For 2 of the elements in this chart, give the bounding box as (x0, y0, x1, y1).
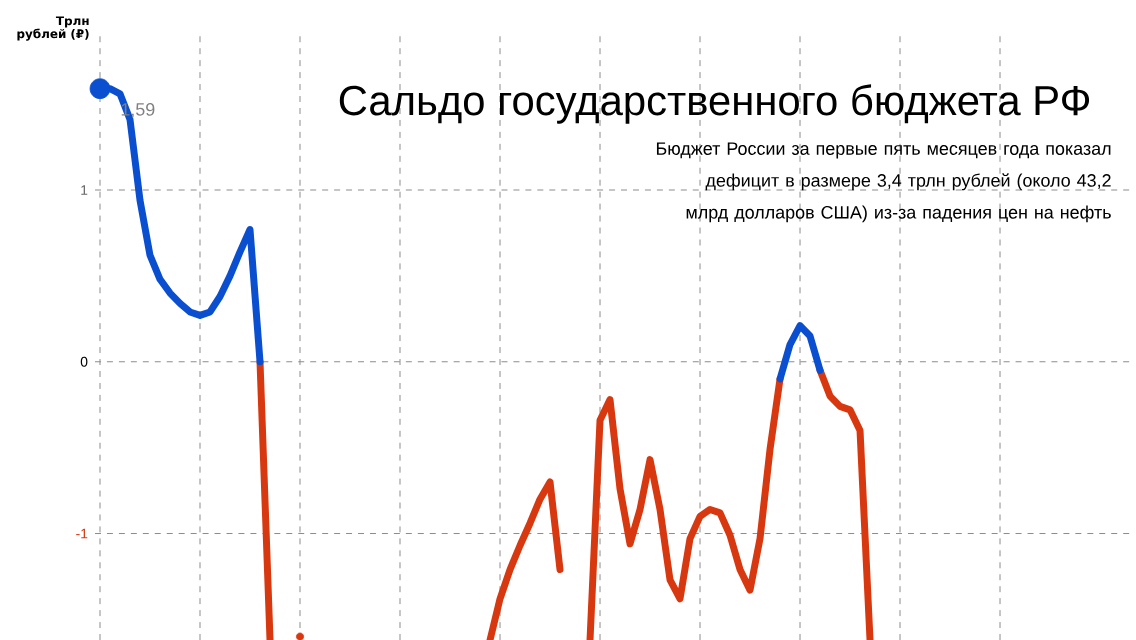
text: Бюджет России за первые пять месяцев года показал дефицит в размере 3,4 трлн рублей (около 43,2 млрд долларов США) из-за падения цен на нефть (656, 142, 1111, 223)
text: Сальдо государственного бюджета РФ (339, 84, 1090, 124)
